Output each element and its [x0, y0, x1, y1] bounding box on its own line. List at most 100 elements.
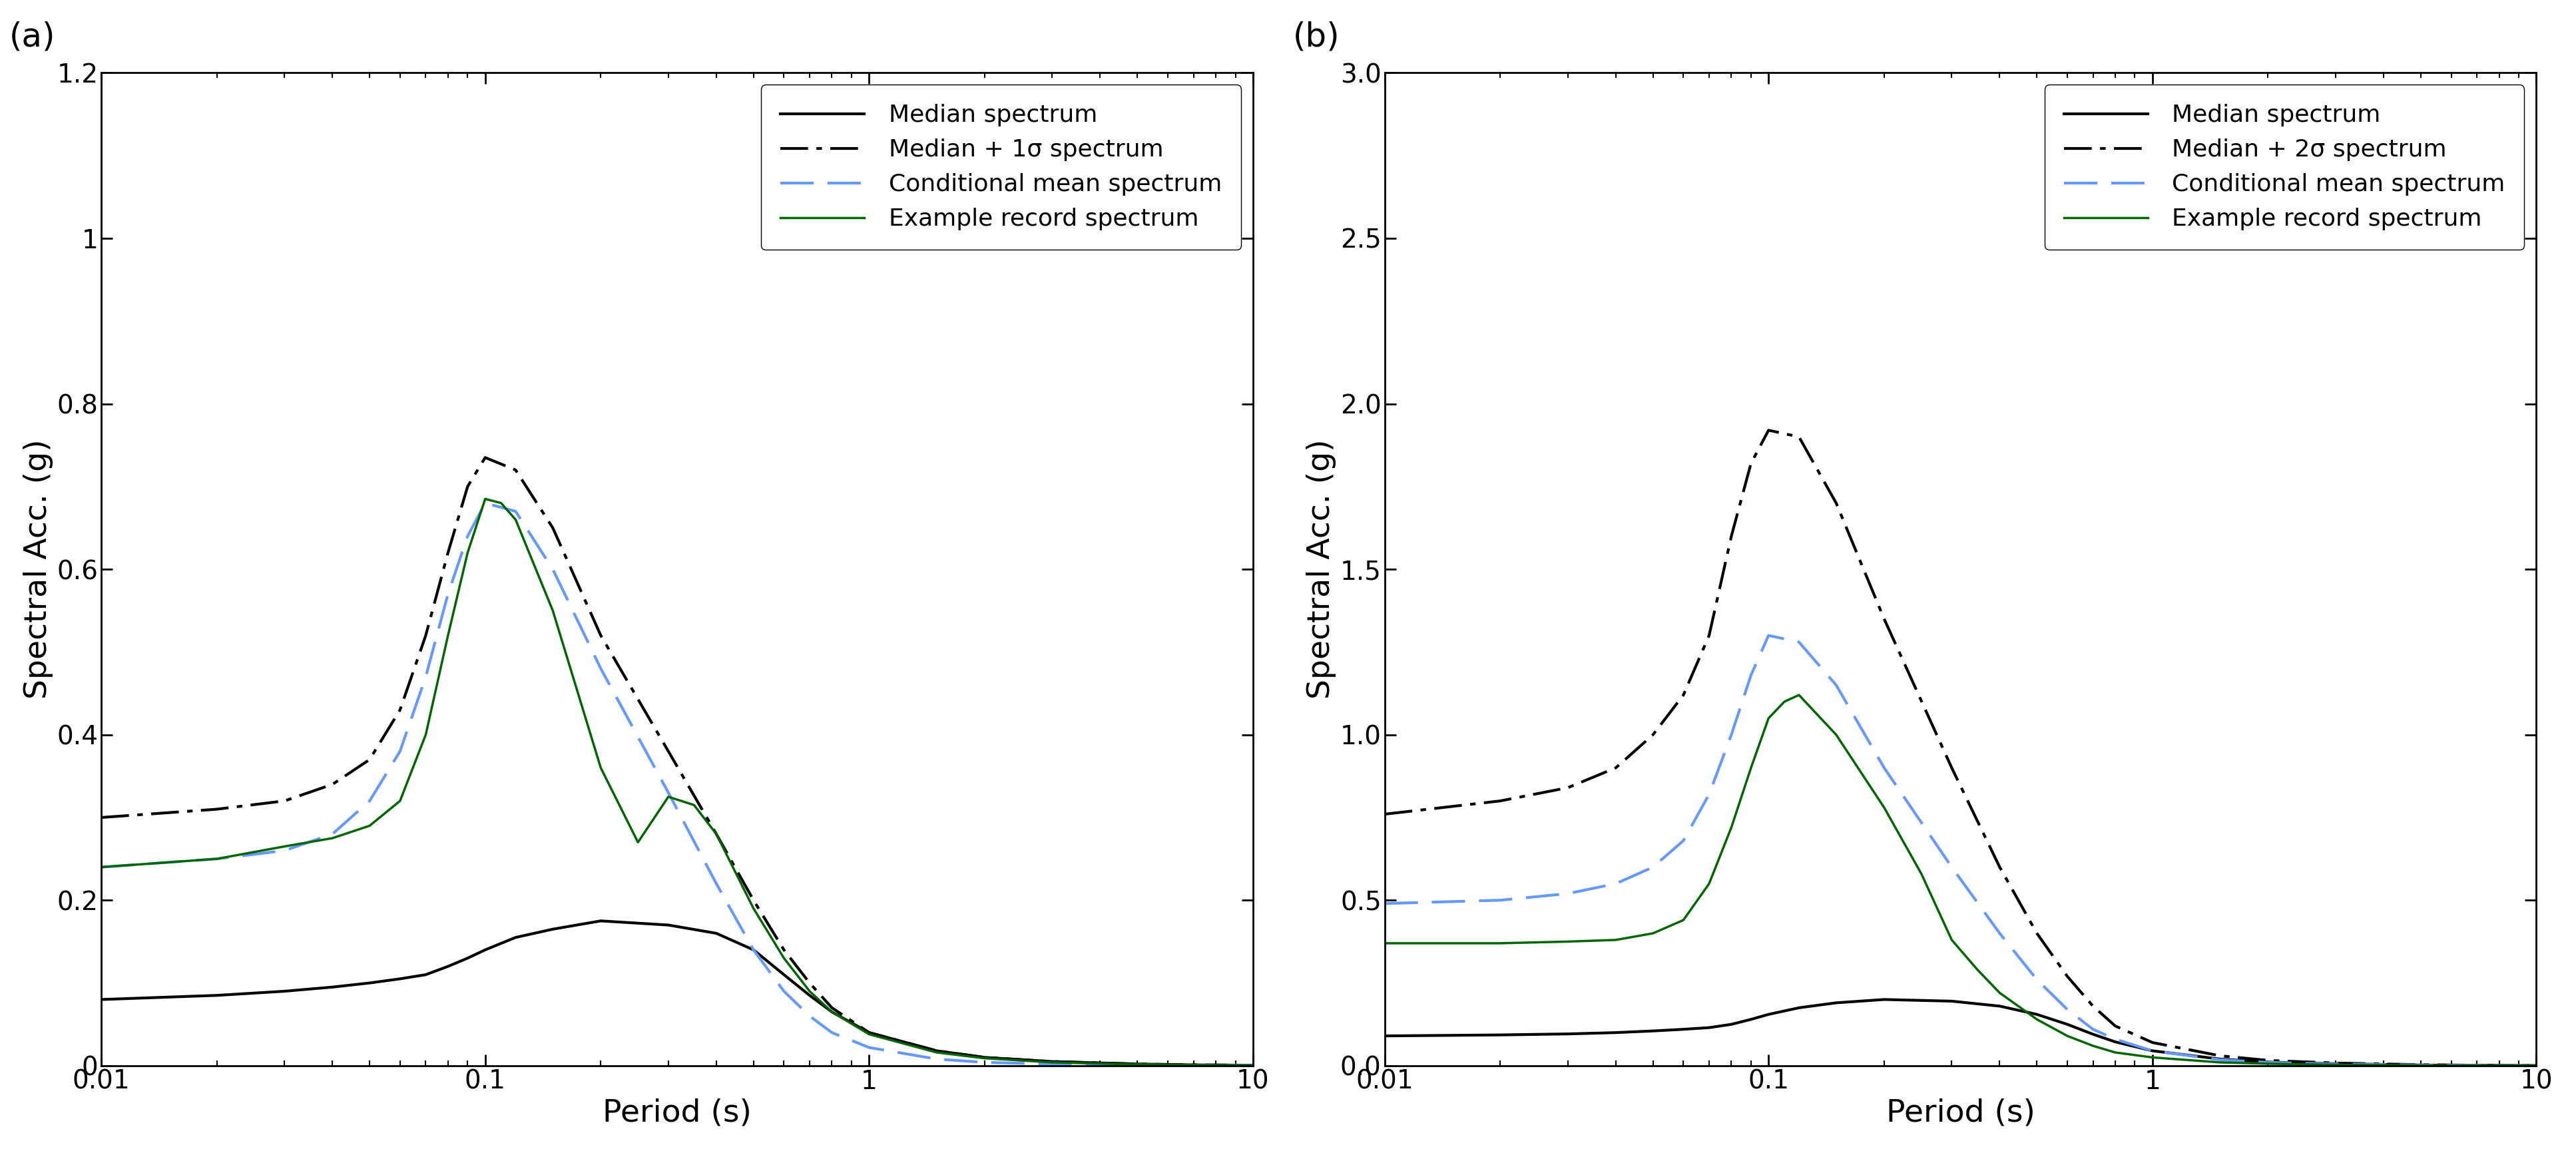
Example record spectrum [2522, 1059, 2553, 1073]
Example record spectrum [853, 1028, 884, 1042]
Median + 1σ spectrum [353, 753, 384, 767]
Example record spectrum [1553, 935, 1584, 948]
Y-axis label: Spectral Acc. (g): Spectral Acc. (g) [23, 440, 54, 699]
Example record spectrum [2321, 1058, 2352, 1072]
Median + 2σ spectrum [2076, 999, 2107, 1013]
Median spectrum [433, 960, 464, 974]
Median + 2σ spectrum [2321, 1057, 2352, 1070]
Example record spectrum [538, 604, 569, 618]
Conditional mean spectrum [1370, 897, 1401, 910]
Median + 1σ spectrum [1177, 1058, 1208, 1072]
Median + 1σ spectrum [1036, 1054, 1066, 1068]
Median + 1σ spectrum [585, 628, 616, 642]
Median spectrum [2022, 1007, 2053, 1021]
Example record spectrum [817, 1005, 848, 1019]
Median + 1σ spectrum [453, 480, 484, 494]
Example record spectrum [1667, 913, 1698, 927]
Conditional mean spectrum [1716, 727, 1747, 741]
Example record spectrum [1821, 727, 1852, 741]
Example record spectrum [453, 546, 484, 559]
Median + 1σ spectrum [268, 794, 299, 808]
Median + 2σ spectrum [2205, 1049, 2236, 1062]
Median spectrum [701, 927, 732, 940]
Example record spectrum [384, 794, 415, 808]
Legend: Median spectrum, Median + 2σ spectrum, Conditional mean spectrum, Example record: Median spectrum, Median + 2σ spectrum, C… [2045, 85, 2524, 250]
Text: (a): (a) [10, 21, 57, 53]
Example record spectrum [268, 839, 299, 853]
Example record spectrum [1036, 1055, 1066, 1069]
Conditional mean spectrum [922, 1052, 953, 1066]
Median spectrum [1754, 1007, 1785, 1021]
Median spectrum [585, 914, 616, 928]
Median + 1σ spectrum [969, 1051, 999, 1065]
Median + 1σ spectrum [853, 1026, 884, 1039]
Line: Example record spectrum: Example record spectrum [100, 498, 1252, 1066]
Median spectrum [1123, 1057, 1154, 1070]
Median + 1σ spectrum [410, 628, 440, 642]
Conditional mean spectrum [1692, 787, 1723, 801]
Conditional mean spectrum [1600, 877, 1631, 891]
Median spectrum [1667, 1022, 1698, 1036]
Line: Median + 2σ spectrum: Median + 2σ spectrum [1386, 430, 2537, 1066]
Example record spectrum [500, 512, 531, 526]
Median + 2σ spectrum [2251, 1053, 2282, 1067]
Median + 2σ spectrum [1754, 424, 1785, 437]
Example record spectrum [1236, 1059, 1267, 1073]
Conditional mean spectrum [2463, 1059, 2494, 1073]
Median + 1σ spectrum [538, 521, 569, 535]
Conditional mean spectrum [410, 670, 440, 684]
Example record spectrum [1984, 986, 2014, 1000]
Median spectrum [410, 968, 440, 982]
Conditional mean spectrum [1754, 628, 1785, 642]
Text: (b): (b) [1293, 21, 1340, 53]
Median spectrum [353, 976, 384, 990]
Conditional mean spectrum [1783, 635, 1814, 649]
Median + 2σ spectrum [1484, 794, 1515, 808]
Median + 1σ spectrum [85, 810, 116, 824]
Conditional mean spectrum [1236, 1059, 1267, 1073]
Legend: Median spectrum, Median + 1σ spectrum, Conditional mean spectrum, Example record: Median spectrum, Median + 1σ spectrum, C… [760, 85, 1242, 250]
Median spectrum [1177, 1058, 1208, 1072]
Conditional mean spectrum [1036, 1057, 1066, 1070]
Conditional mean spectrum [469, 496, 500, 510]
Median + 1σ spectrum [739, 893, 770, 907]
Conditional mean spectrum [2053, 1003, 2084, 1016]
Median + 1σ spectrum [701, 828, 732, 841]
Median + 2σ spectrum [1821, 496, 1852, 510]
Conditional mean spectrum [317, 828, 348, 841]
Example record spectrum [1906, 867, 1937, 881]
Median + 2σ spectrum [1553, 780, 1584, 794]
Example record spectrum [1638, 927, 1669, 940]
Conditional mean spectrum [2205, 1053, 2236, 1067]
Conditional mean spectrum [853, 1041, 884, 1054]
Conditional mean spectrum [433, 587, 464, 601]
Median + 2σ spectrum [2406, 1058, 2437, 1072]
Conditional mean spectrum [453, 529, 484, 543]
Example record spectrum [701, 828, 732, 841]
Median + 1σ spectrum [201, 802, 232, 816]
Conditional mean spectrum [2251, 1055, 2282, 1069]
Median spectrum [2076, 1028, 2107, 1042]
Median spectrum [652, 918, 683, 932]
Conditional mean spectrum [793, 1009, 824, 1023]
Conditional mean spectrum [969, 1055, 999, 1069]
Conditional mean spectrum [1868, 761, 1899, 775]
Median spectrum [969, 1051, 999, 1065]
Median spectrum [817, 1005, 848, 1019]
Median spectrum [1736, 1013, 1767, 1027]
Median spectrum [922, 1044, 953, 1058]
Median + 2σ spectrum [1868, 612, 1899, 626]
Example record spectrum [1177, 1058, 1208, 1072]
Example record spectrum [969, 1051, 999, 1065]
Conditional mean spectrum [1484, 893, 1515, 907]
Example record spectrum [2406, 1059, 2437, 1073]
Median spectrum [1868, 992, 1899, 1006]
Median + 2σ spectrum [1937, 761, 1968, 775]
Conditional mean spectrum [85, 860, 116, 874]
Median + 1σ spectrum [793, 976, 824, 990]
Example record spectrum [652, 790, 683, 803]
Median + 1σ spectrum [469, 451, 500, 465]
Example record spectrum [353, 818, 384, 832]
Conditional mean spectrum [2406, 1058, 2437, 1072]
Median spectrum [384, 971, 415, 985]
